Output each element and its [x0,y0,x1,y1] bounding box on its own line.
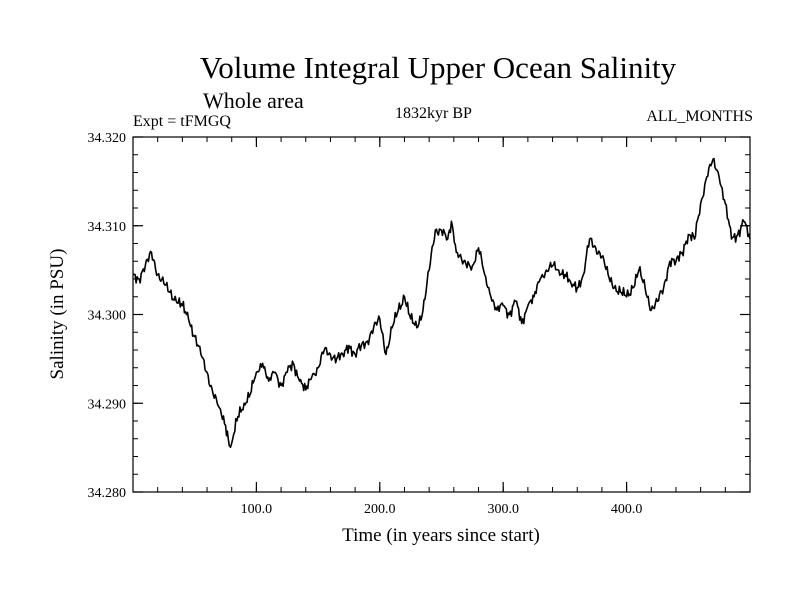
x-tick-label: 100.0 [241,502,273,517]
period-label: 1832kyr BP [395,105,472,122]
series-line-salinity [132,157,751,449]
y-tick-label: 34.290 [88,397,127,412]
chart-title: Volume Integral Upper Ocean Salinity [199,50,677,85]
season-label: ALL_MONTHS [646,108,753,125]
y-tick-label: 34.320 [88,131,127,146]
y-tick-label: 34.280 [88,486,127,501]
x-tick-label: 400.0 [611,502,643,517]
y-tick-label: 34.310 [88,220,127,235]
x-tick-label: 200.0 [364,502,396,517]
minor-tick-group [133,137,750,492]
y-tick-label: 34.300 [88,309,127,324]
plot-frame [132,136,751,493]
major-tick-group [133,136,750,493]
experiment-label: Expt = tFMGQ [133,113,231,130]
x-tick-label: 300.0 [487,502,519,517]
x-tick-label-group: 100.0 200.0 300.0 400.0 [241,502,643,517]
x-axis-label: Time (in years since start) [342,525,540,546]
y-tick-label-group: 34.280 34.290 34.300 34.310 34.320 [88,131,127,501]
y-axis-label: Salinity (in PSU) [47,249,68,380]
chart-subtitle: Whole area [203,88,304,113]
